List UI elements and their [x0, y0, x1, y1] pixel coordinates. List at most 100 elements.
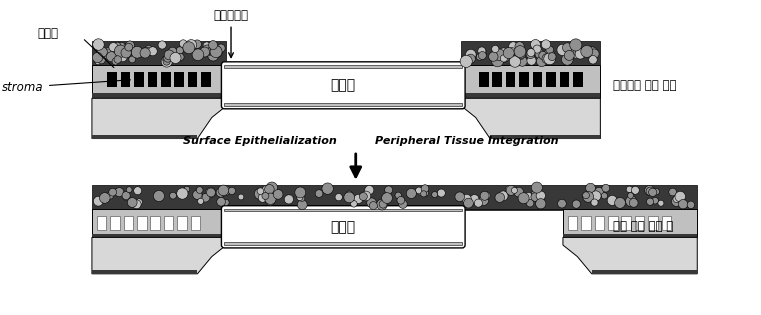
Circle shape: [262, 192, 269, 199]
Bar: [563, 233, 697, 238]
Circle shape: [257, 188, 264, 194]
Circle shape: [114, 45, 126, 57]
Circle shape: [546, 46, 553, 54]
Circle shape: [526, 50, 535, 59]
Circle shape: [478, 47, 486, 55]
Circle shape: [575, 49, 585, 59]
Circle shape: [671, 197, 681, 206]
Circle shape: [228, 187, 235, 194]
Circle shape: [653, 188, 660, 195]
Bar: [461, 94, 600, 98]
Circle shape: [675, 191, 686, 202]
Text: 상피세포층: 상피세포층: [214, 9, 249, 57]
Circle shape: [154, 191, 164, 202]
Circle shape: [297, 194, 303, 201]
Bar: [461, 41, 600, 65]
Circle shape: [218, 185, 228, 196]
Circle shape: [335, 193, 342, 201]
Circle shape: [123, 195, 129, 201]
Circle shape: [118, 52, 127, 62]
Circle shape: [94, 196, 103, 206]
Circle shape: [517, 56, 527, 66]
Circle shape: [103, 48, 115, 60]
Circle shape: [508, 48, 515, 54]
Bar: [594, 216, 604, 230]
Circle shape: [95, 58, 102, 65]
Circle shape: [345, 191, 352, 198]
Bar: [662, 216, 671, 230]
Circle shape: [492, 45, 499, 53]
Circle shape: [572, 200, 581, 208]
Bar: [123, 216, 133, 230]
Circle shape: [145, 45, 152, 52]
Circle shape: [572, 47, 583, 59]
Circle shape: [219, 185, 230, 196]
Circle shape: [479, 196, 489, 205]
Text: 인공각막 이식 직후: 인공각막 이식 직후: [613, 79, 677, 92]
Circle shape: [199, 47, 209, 57]
Circle shape: [180, 43, 186, 50]
Circle shape: [210, 46, 218, 53]
Circle shape: [524, 192, 533, 202]
Bar: [490, 135, 600, 139]
Bar: [92, 209, 226, 238]
Circle shape: [628, 192, 633, 198]
Bar: [492, 72, 502, 87]
Circle shape: [298, 200, 307, 209]
Circle shape: [177, 188, 188, 199]
Circle shape: [118, 43, 125, 49]
Circle shape: [536, 199, 546, 209]
Circle shape: [544, 48, 554, 58]
Bar: [92, 135, 197, 139]
Circle shape: [416, 187, 422, 194]
Bar: [224, 209, 462, 211]
Circle shape: [495, 193, 505, 203]
Circle shape: [591, 199, 598, 206]
Circle shape: [557, 44, 568, 55]
Circle shape: [121, 48, 131, 58]
Polygon shape: [92, 98, 226, 139]
Circle shape: [499, 52, 510, 62]
Circle shape: [180, 40, 187, 48]
Circle shape: [493, 49, 505, 60]
Circle shape: [170, 192, 177, 199]
Circle shape: [527, 199, 534, 207]
Bar: [461, 65, 600, 98]
Circle shape: [422, 189, 428, 197]
Circle shape: [206, 188, 215, 197]
Circle shape: [184, 186, 189, 192]
Circle shape: [594, 187, 603, 197]
Circle shape: [93, 39, 104, 50]
Polygon shape: [92, 238, 226, 274]
Circle shape: [626, 186, 632, 192]
Circle shape: [480, 191, 489, 200]
Bar: [97, 216, 107, 230]
Circle shape: [515, 42, 524, 51]
Circle shape: [285, 195, 294, 204]
Bar: [177, 216, 187, 230]
Bar: [164, 216, 174, 230]
Circle shape: [273, 190, 283, 199]
Circle shape: [140, 48, 150, 58]
Circle shape: [208, 47, 214, 54]
Circle shape: [438, 189, 445, 197]
Circle shape: [177, 54, 184, 60]
Circle shape: [168, 47, 177, 56]
Bar: [174, 72, 184, 87]
Circle shape: [198, 198, 204, 204]
Circle shape: [205, 187, 215, 198]
Polygon shape: [563, 238, 697, 274]
Circle shape: [163, 56, 170, 63]
Circle shape: [164, 54, 174, 64]
Circle shape: [565, 48, 573, 55]
Bar: [92, 65, 226, 68]
Circle shape: [514, 46, 526, 57]
Circle shape: [107, 52, 116, 62]
Circle shape: [266, 182, 278, 193]
Bar: [137, 216, 147, 230]
Circle shape: [581, 45, 593, 57]
Circle shape: [687, 201, 695, 209]
Circle shape: [145, 48, 152, 55]
Circle shape: [629, 198, 638, 207]
Circle shape: [354, 194, 363, 203]
